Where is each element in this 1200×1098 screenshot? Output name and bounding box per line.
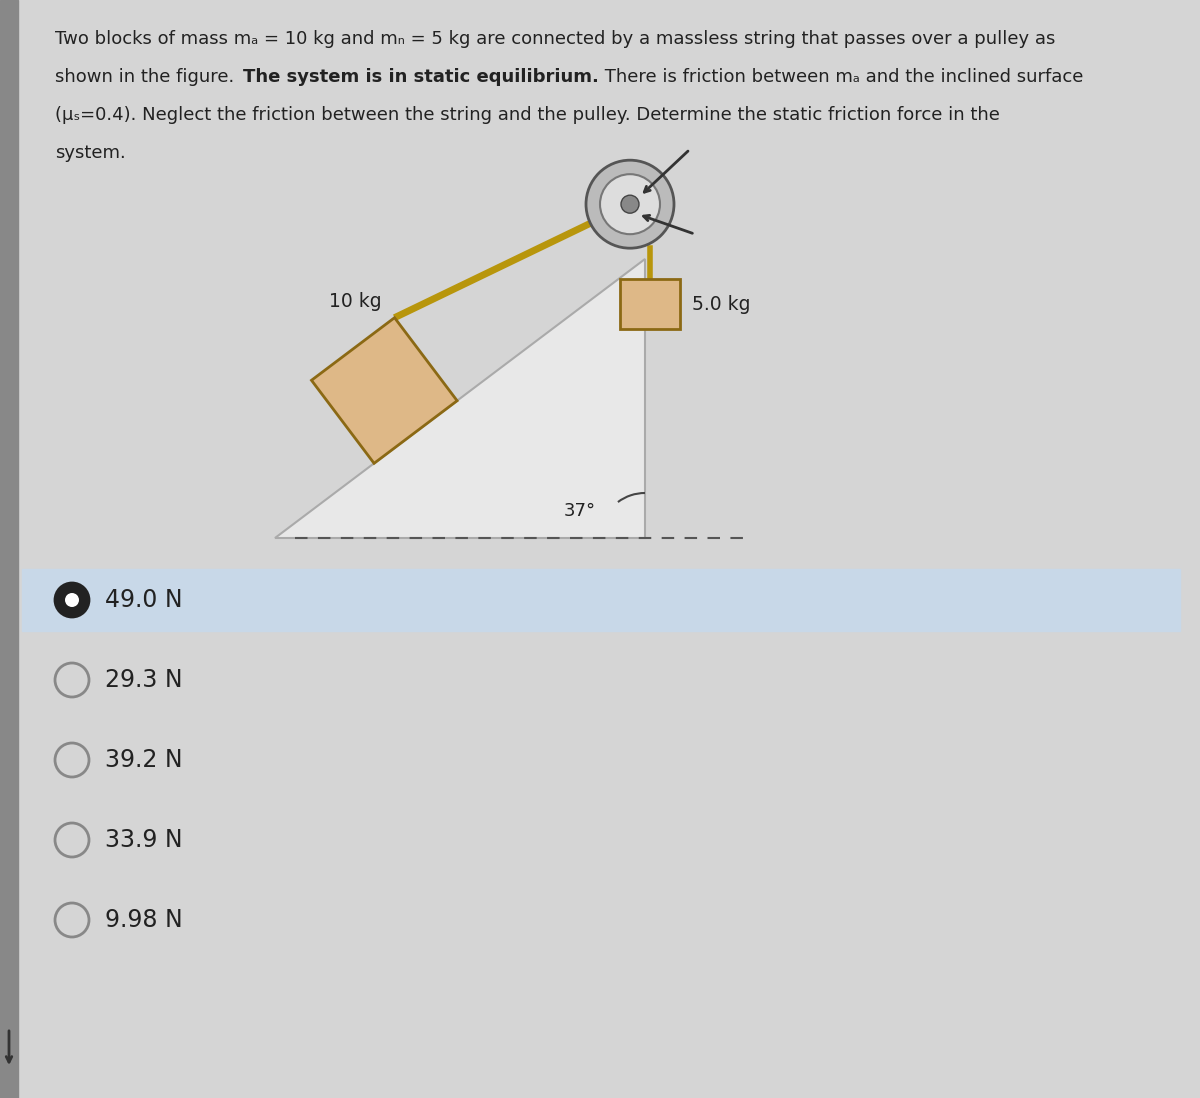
Circle shape (600, 175, 660, 234)
Text: 5.0 kg: 5.0 kg (692, 294, 750, 314)
Bar (22, 809, 1180, 871)
Text: 49.0 N: 49.0 N (106, 589, 182, 612)
Circle shape (65, 593, 79, 607)
Text: 33.9 N: 33.9 N (106, 828, 182, 852)
Text: There is friction between mₐ and the inclined surface: There is friction between mₐ and the inc… (599, 68, 1084, 86)
Circle shape (622, 195, 640, 213)
Text: 37°: 37° (564, 502, 596, 520)
Text: 39.2 N: 39.2 N (106, 748, 182, 772)
Text: 9.98 N: 9.98 N (106, 908, 182, 932)
Text: 10 kg: 10 kg (329, 292, 382, 311)
Bar (0, 0, 18, 1098)
Polygon shape (312, 317, 457, 463)
Polygon shape (275, 259, 646, 538)
Text: The system is in static equilibrium.: The system is in static equilibrium. (242, 68, 599, 86)
Bar (22, 569, 1180, 631)
Bar (22, 649, 1180, 712)
Circle shape (55, 583, 89, 617)
Text: shown in the figure.: shown in the figure. (55, 68, 240, 86)
Circle shape (586, 160, 674, 248)
Text: 29.3 N: 29.3 N (106, 668, 182, 692)
Bar (620, 279, 680, 329)
Bar (22, 889, 1180, 951)
Bar (22, 729, 1180, 791)
Text: Two blocks of mass mₐ = 10 kg and mₙ = 5 kg are connected by a massless string t: Two blocks of mass mₐ = 10 kg and mₙ = 5… (55, 30, 1055, 48)
Text: system.: system. (55, 144, 126, 163)
Text: (μₛ=0.4). Neglect the friction between the string and the pulley. Determine the : (μₛ=0.4). Neglect the friction between t… (55, 107, 1000, 124)
